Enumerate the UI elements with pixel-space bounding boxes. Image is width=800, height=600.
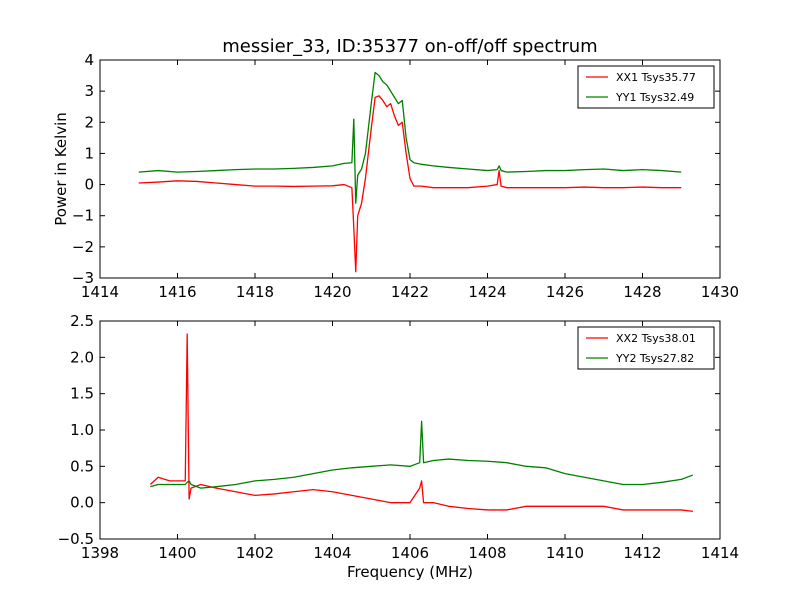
top-legend-box	[577, 65, 715, 109]
top-x-tick-label: 1418	[236, 283, 274, 301]
top-y-tick-label: 1	[84, 144, 94, 162]
top-y-tick-label: 3	[84, 82, 94, 100]
x-axis-label: Frequency (MHz)	[347, 563, 473, 581]
top-x-tick-label: 1422	[391, 283, 429, 301]
bottom-x-tick-label: 1408	[468, 544, 506, 562]
bottom-y-tick-label: 0.0	[70, 494, 94, 512]
bottom-x-tick-label: 1406	[391, 544, 429, 562]
bottom-y-tick-label: 2.0	[70, 348, 94, 366]
bottom-legend: XX2 Tsys38.01 YY2 Tsys27.82	[577, 326, 715, 370]
y-axis-label: Power in Kelvin	[52, 112, 70, 226]
bottom-x-tick-label: 1404	[313, 544, 351, 562]
bottom-y-tick-label: −0.5	[58, 530, 94, 548]
top-x-tick-label: 1414	[81, 283, 119, 301]
top-legend-label-1: XX1 Tsys35.77	[616, 71, 696, 84]
top-y-tick-label: −3	[72, 269, 94, 287]
top-x-tick-label: 1430	[701, 283, 739, 301]
top-x-tick-label: 1428	[623, 283, 661, 301]
top-legend-label-2: YY1 Tsys32.49	[615, 91, 694, 104]
bottom-y-tick-label: 1.5	[70, 385, 94, 403]
bottom-panel: 1398 1400 1402 1404 1406 1408 1410 1412 1414 −0.5…	[58, 312, 740, 562]
bottom-x-tick-label: 1402	[236, 544, 274, 562]
bottom-x-tick-label: 1412	[623, 544, 661, 562]
bottom-x-tick-label: 1398	[81, 544, 119, 562]
top-x-tick-label: 1424	[468, 283, 506, 301]
bottom-x-tick-label: 1414	[701, 544, 739, 562]
bottom-x-tick-label: 1400	[158, 544, 196, 562]
top-x-tick-label: 1426	[546, 283, 584, 301]
bottom-legend-label-1: XX2 Tsys38.01	[616, 332, 696, 345]
chart-title: messier_33, ID:35377 on-off/off spectrum	[222, 36, 597, 57]
top-legend: XX1 Tsys35.77 YY1 Tsys32.49	[577, 65, 715, 109]
top-series-line-1	[138, 95, 682, 273]
bottom-y-tick-label: 0.5	[70, 457, 94, 475]
top-x-tick-label: 1420	[313, 283, 351, 301]
top-x-tick-label: 1416	[158, 283, 196, 301]
top-y-tick-label: 2	[84, 113, 94, 131]
bottom-x-tick-label: 1410	[546, 544, 584, 562]
bottom-y-tick-label: 2.5	[70, 312, 94, 330]
top-series-line-2	[138, 71, 682, 204]
bottom-legend-box	[577, 326, 715, 370]
bottom-legend-label-2: YY2 Tsys27.82	[615, 352, 694, 365]
top-panel: 1414 1416 1418 1420 1422 1424 1426 1428 1430−3−2…	[72, 51, 739, 301]
top-y-tick-label: 4	[84, 51, 94, 69]
top-y-tick-label: −1	[72, 207, 94, 225]
bottom-series-line-1	[149, 333, 693, 513]
bottom-y-tick-label: 1.0	[70, 421, 94, 439]
top-y-tick-label: −2	[72, 238, 94, 256]
top-y-tick-label: 0	[84, 176, 94, 194]
bottom-series-line-2	[150, 420, 694, 489]
